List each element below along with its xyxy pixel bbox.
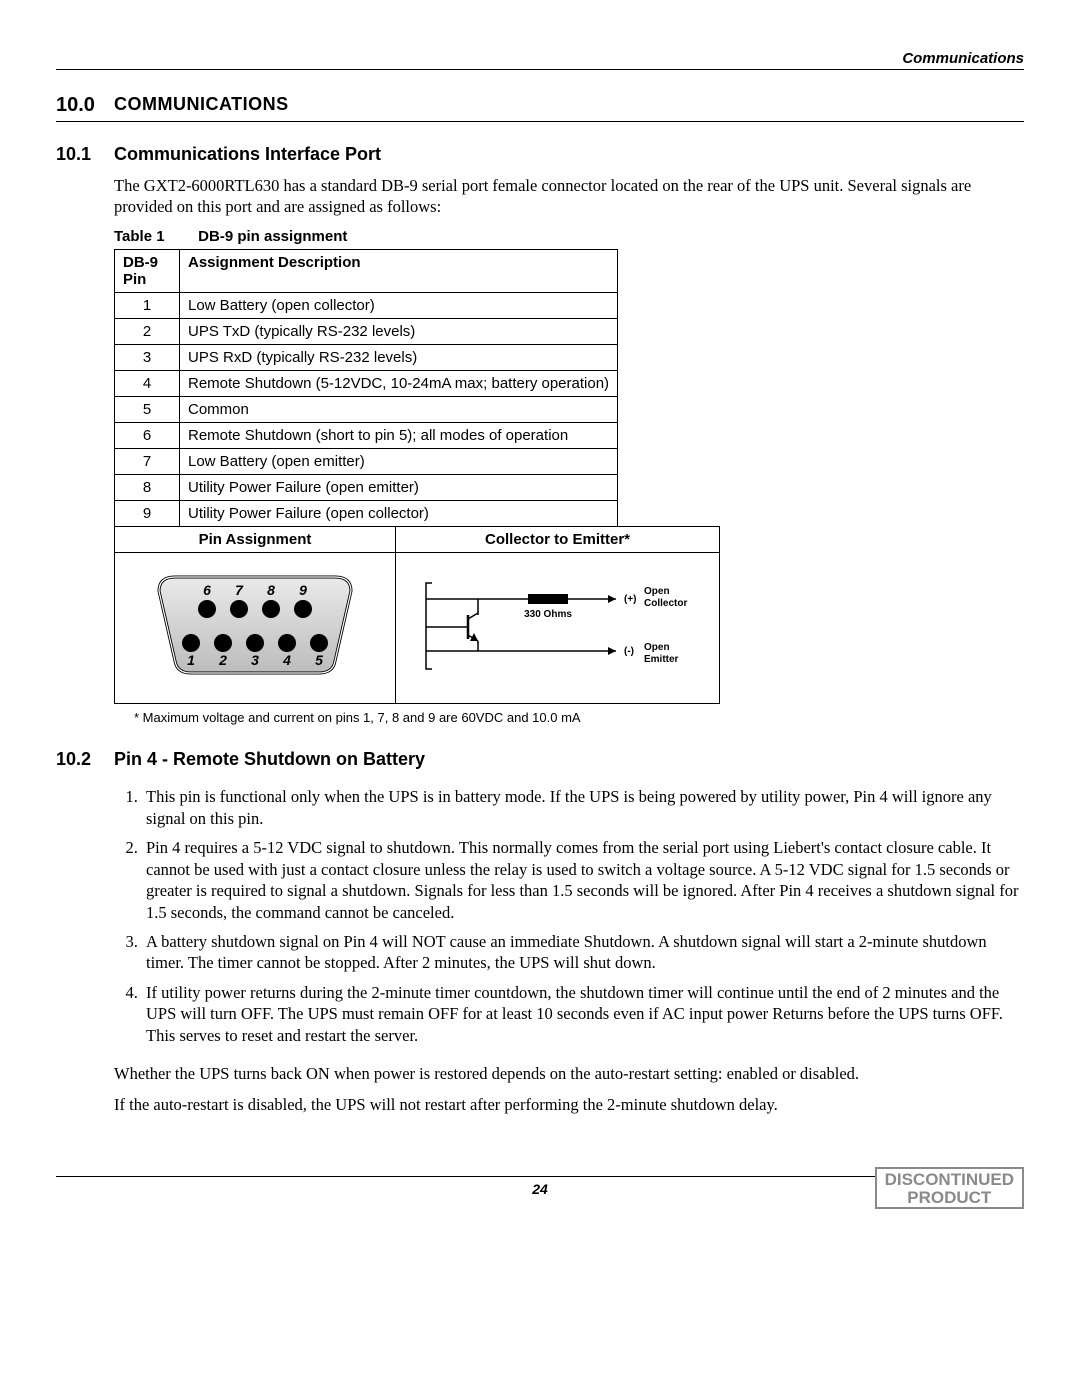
- svg-text:6: 6: [203, 582, 211, 598]
- db9-connector-diagram: 6 7 8 9 1 2 3 4 5: [115, 552, 396, 703]
- body-paragraph: Whether the UPS turns back ON when power…: [114, 1063, 1024, 1084]
- table-row: 8Utility Power Failure (open emitter): [115, 474, 618, 500]
- svg-text:(-): (-): [624, 646, 634, 657]
- section-title: Pin 4 - Remote Shutdown on Battery: [114, 749, 425, 770]
- table-row: 6Remote Shutdown (short to pin 5); all m…: [115, 422, 618, 448]
- chapter-number: 10.0: [56, 94, 114, 117]
- table-row: 1Low Battery (open collector): [115, 292, 618, 318]
- circuit-icon: 330 Ohms (+) Open Collector (-) Open Emi…: [408, 561, 708, 691]
- table-caption-title: DB-9 pin assignment: [198, 228, 347, 245]
- stamp-line: DISCONTINUED: [885, 1171, 1014, 1189]
- list-item: Pin 4 requires a 5-12 VDC signal to shut…: [142, 837, 1024, 923]
- table-footnote: * Maximum voltage and current on pins 1,…: [134, 710, 1024, 725]
- list-item: This pin is functional only when the UPS…: [142, 786, 1024, 829]
- chapter-heading: 10.0 COMMUNICATIONS: [56, 94, 1024, 122]
- svg-text:Open: Open: [644, 642, 670, 653]
- diagram-col-header: Pin Assignment: [115, 526, 396, 552]
- svg-text:Open: Open: [644, 586, 670, 597]
- table-header: Assignment Description: [180, 249, 618, 292]
- table-header: DB-9 Pin: [115, 249, 180, 292]
- svg-text:4: 4: [282, 652, 291, 668]
- svg-text:330 Ohms: 330 Ohms: [524, 609, 572, 620]
- chapter-title: COMMUNICATIONS: [114, 94, 289, 117]
- section-heading: 10.1 Communications Interface Port: [56, 144, 1024, 165]
- diagram-table: Pin Assignment Collector to Emitter*: [114, 526, 720, 704]
- list-item: A battery shutdown signal on Pin 4 will …: [142, 931, 1024, 974]
- svg-text:Collector: Collector: [644, 598, 687, 609]
- svg-text:3: 3: [251, 652, 259, 668]
- table-row: 9Utility Power Failure (open collector): [115, 500, 618, 526]
- svg-text:2: 2: [218, 652, 227, 668]
- section-heading: 10.2 Pin 4 - Remote Shutdown on Battery: [56, 749, 1024, 770]
- list-item: If utility power returns during the 2-mi…: [142, 982, 1024, 1046]
- table-row: 5Common: [115, 396, 618, 422]
- svg-text:(+): (+): [624, 594, 637, 605]
- stamp-line: PRODUCT: [885, 1189, 1014, 1207]
- body-paragraph: If the auto-restart is disabled, the UPS…: [114, 1094, 1024, 1115]
- section-number: 10.2: [56, 749, 114, 770]
- svg-text:8: 8: [267, 582, 275, 598]
- discontinued-stamp: DISCONTINUED PRODUCT: [875, 1167, 1024, 1209]
- table-row: 2UPS TxD (typically RS-232 levels): [115, 318, 618, 344]
- table-row: 7Low Battery (open emitter): [115, 448, 618, 474]
- svg-text:7: 7: [235, 582, 244, 598]
- svg-text:1: 1: [187, 652, 195, 668]
- table-caption: Table 1 DB-9 pin assignment: [114, 228, 1024, 245]
- collector-emitter-diagram: 330 Ohms (+) Open Collector (-) Open Emi…: [396, 552, 720, 703]
- diagram-col-header: Collector to Emitter*: [396, 526, 720, 552]
- section-title: Communications Interface Port: [114, 144, 381, 165]
- db9-connector-icon: 6 7 8 9 1 2 3 4 5: [135, 561, 375, 691]
- svg-text:9: 9: [299, 582, 307, 598]
- table-number: Table 1: [114, 228, 194, 245]
- table-row: 3UPS RxD (typically RS-232 levels): [115, 344, 618, 370]
- table-row: 4Remote Shutdown (5-12VDC, 10-24mA max; …: [115, 370, 618, 396]
- page-header: Communications: [56, 50, 1024, 70]
- body-paragraph: The GXT2-6000RTL630 has a standard DB-9 …: [114, 175, 1024, 218]
- svg-text:5: 5: [315, 652, 323, 668]
- db9-pin-table: DB-9 Pin Assignment Description 1Low Bat…: [114, 249, 618, 527]
- svg-text:Emitter: Emitter: [644, 654, 679, 665]
- section-number: 10.1: [56, 144, 114, 165]
- numbered-list: This pin is functional only when the UPS…: [114, 786, 1024, 1046]
